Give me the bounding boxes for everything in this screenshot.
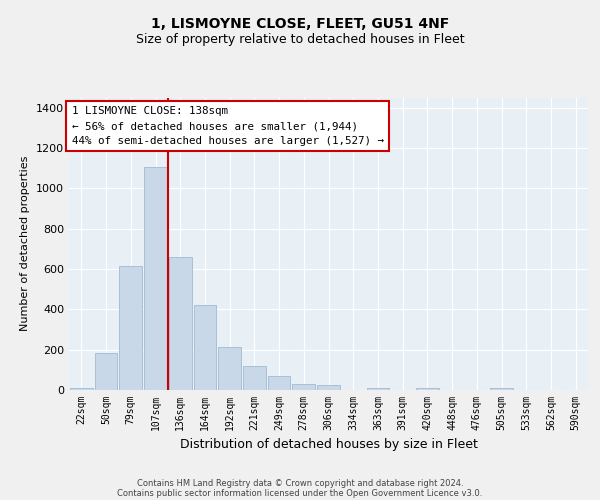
Bar — [95, 352, 118, 390]
Text: Contains public sector information licensed under the Open Government Licence v3: Contains public sector information licen… — [118, 488, 482, 498]
Bar — [416, 388, 439, 390]
Bar — [367, 388, 389, 390]
Bar — [317, 385, 340, 390]
Y-axis label: Number of detached properties: Number of detached properties — [20, 156, 31, 332]
Bar — [194, 306, 216, 390]
Text: 1, LISMOYNE CLOSE, FLEET, GU51 4NF: 1, LISMOYNE CLOSE, FLEET, GU51 4NF — [151, 18, 449, 32]
Bar — [70, 388, 93, 390]
Text: Size of property relative to detached houses in Fleet: Size of property relative to detached ho… — [136, 32, 464, 46]
Bar — [144, 167, 167, 390]
Text: 1 LISMOYNE CLOSE: 138sqm
← 56% of detached houses are smaller (1,944)
44% of sem: 1 LISMOYNE CLOSE: 138sqm ← 56% of detach… — [71, 106, 383, 146]
Text: Contains HM Land Registry data © Crown copyright and database right 2024.: Contains HM Land Registry data © Crown c… — [137, 478, 463, 488]
Bar — [218, 346, 241, 390]
Bar — [119, 266, 142, 390]
Bar — [268, 376, 290, 390]
Bar — [292, 384, 315, 390]
Bar — [490, 388, 513, 390]
Bar — [243, 366, 266, 390]
X-axis label: Distribution of detached houses by size in Fleet: Distribution of detached houses by size … — [179, 438, 478, 452]
Bar — [169, 257, 191, 390]
